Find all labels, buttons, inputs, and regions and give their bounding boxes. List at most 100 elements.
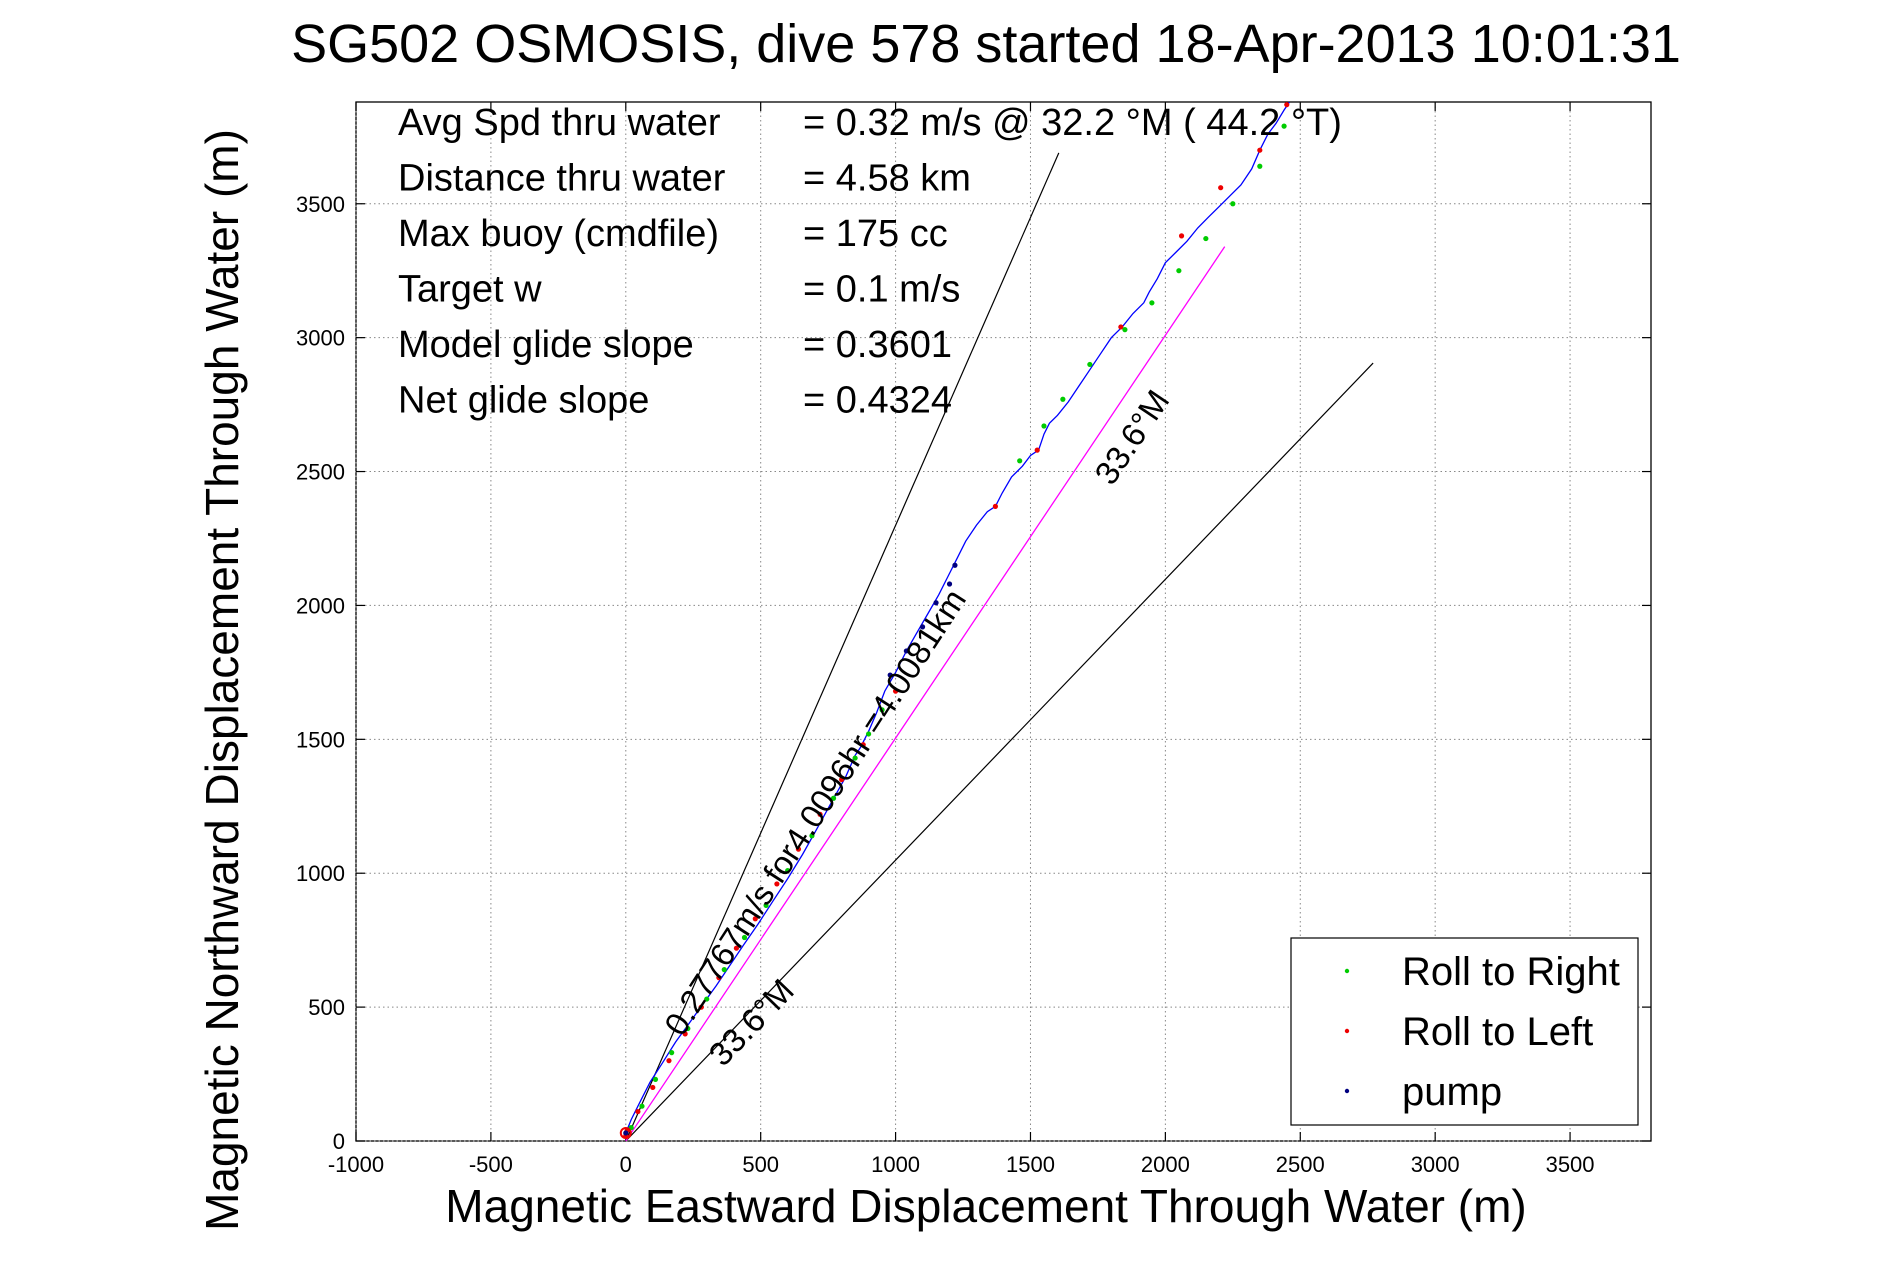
stat-value: = 0.4324 (803, 380, 952, 422)
roll-left-point (1284, 102, 1290, 108)
roll-right-point (652, 1076, 659, 1083)
roll-right-point (721, 967, 727, 973)
stat-label: Max buoy (cmdfile) (398, 213, 719, 255)
y-tick-label: 0 (333, 1129, 345, 1154)
roll-left-point (1118, 324, 1124, 330)
roll-left-point (992, 503, 999, 509)
chart-title: SG502 OSMOSIS, dive 578 started 18-Apr-2… (291, 14, 1681, 74)
roll-right-point (741, 934, 748, 941)
roll-right-point (866, 731, 872, 737)
stat-value: = 0.3601 (803, 324, 952, 366)
roll-right-point (1017, 458, 1023, 464)
roll-right-point (1060, 396, 1066, 402)
x-tick-label: 3000 (1411, 1152, 1460, 1177)
pump-point (903, 648, 909, 654)
roll-right-point (1281, 123, 1287, 129)
x-tick-label: 2500 (1276, 1152, 1325, 1177)
stat-value: = 4.58 km (803, 158, 971, 200)
x-tick-label: 1000 (871, 1152, 920, 1177)
heading-cone-line (625, 152, 1060, 1142)
stat-label: Target w (398, 269, 542, 311)
heading-cone-line (625, 362, 1374, 1142)
roll-left-point (698, 1004, 704, 1010)
pump-point (887, 672, 893, 678)
dive-statistics: Avg Spd thru water = 0.32 m/s @ 32.2 °M (… (398, 102, 1342, 422)
legend-swatch-roll-right (1344, 968, 1350, 974)
y-tick-label: 2000 (296, 593, 345, 618)
reference-lines (625, 152, 1374, 1142)
roll-left-point (682, 1031, 688, 1037)
legend-label-roll-left: Roll to Left (1402, 1010, 1593, 1054)
roll-left-point (860, 742, 866, 748)
roll-right-point (830, 795, 837, 801)
roll-right-point (1257, 163, 1263, 169)
y-tick-label: 2500 (296, 460, 345, 485)
legend: Roll to Right Roll to Left pump (1290, 937, 1639, 1126)
legend-label-roll-right: Roll to Right (1402, 950, 1620, 994)
pump-point (946, 581, 953, 587)
roll-right-point (1176, 268, 1182, 274)
roll-left-point (752, 916, 758, 922)
roll-right-point (669, 1050, 675, 1056)
roll-right-point (639, 1103, 645, 1109)
x-tick-label: 1500 (1006, 1152, 1055, 1177)
y-tick-label: 500 (308, 995, 345, 1020)
stat-value: = 0.32 m/s @ 32.2 °M ( 44.2 °T) (803, 102, 1342, 144)
roll-left-point (817, 811, 823, 817)
pump-point (933, 600, 939, 606)
roll-right-point (1087, 361, 1093, 368)
roll-left-point (635, 1108, 641, 1115)
roll-right-point (1230, 201, 1236, 207)
pump-point (952, 562, 958, 568)
roll-right-point (1041, 423, 1047, 429)
roll-right-point (809, 833, 815, 839)
x-tick-label: -500 (469, 1152, 513, 1177)
y-tick-label: 3000 (296, 326, 345, 351)
x-axis-ticks: -1000 -500 0 500 1000 1500 2000 2500 3000 3500 (328, 102, 1595, 1177)
stat-value: = 175 cc (803, 213, 948, 255)
roll-left-point (1178, 233, 1185, 239)
roll-left-point (716, 975, 722, 981)
legend-label-pump: pump (1402, 1070, 1502, 1114)
y-tick-label: 1500 (296, 727, 345, 752)
roll-right-point (1122, 327, 1128, 333)
x-tick-label: 500 (742, 1152, 779, 1177)
roll-left-point (892, 688, 899, 694)
legend-swatch-pump (1344, 1088, 1350, 1094)
roll-left-point (650, 1084, 656, 1091)
roll-left-point (666, 1058, 672, 1064)
roll-left-point (1257, 147, 1263, 153)
x-tick-label: 2000 (1141, 1152, 1190, 1177)
roll-left-point (733, 945, 740, 951)
stat-label: Model glide slope (398, 324, 694, 366)
roll-right-point (1203, 235, 1209, 242)
stat-label: Net glide slope (398, 380, 649, 422)
y-axis-label: Magnetic Northward Displacement Through … (196, 129, 248, 1231)
glider-track (625, 101, 1291, 1134)
roll-right-point (852, 755, 858, 761)
roll-right-point (685, 1025, 691, 1032)
roll-right-point (763, 902, 769, 908)
pump-point (919, 624, 926, 630)
pump-point (623, 1130, 629, 1136)
y-tick-label: 3500 (296, 192, 345, 217)
roll-right-point (785, 867, 791, 874)
roll-left-point (839, 776, 845, 783)
stat-value: = 0.1 m/s (803, 269, 960, 311)
x-tick-label: -1000 (328, 1152, 384, 1177)
dive-start-marker (619, 1126, 632, 1139)
roll-left-point (774, 881, 780, 887)
stat-label: Distance thru water (398, 158, 726, 200)
track-line (625, 101, 1291, 1134)
y-axis-ticks: 0 500 1000 1500 2000 2500 3000 3500 (296, 192, 1651, 1154)
legend-swatch-roll-left (1344, 1028, 1350, 1034)
stat-label: Avg Spd thru water (398, 102, 721, 144)
roll-left-point (795, 846, 802, 852)
roll-left-point (1218, 185, 1224, 191)
roll-right-point (1149, 300, 1155, 306)
x-tick-label: 0 (620, 1152, 632, 1177)
net-displacement-line (625, 246, 1226, 1142)
y-tick-label: 1000 (296, 861, 345, 886)
x-tick-label: 3500 (1546, 1152, 1595, 1177)
